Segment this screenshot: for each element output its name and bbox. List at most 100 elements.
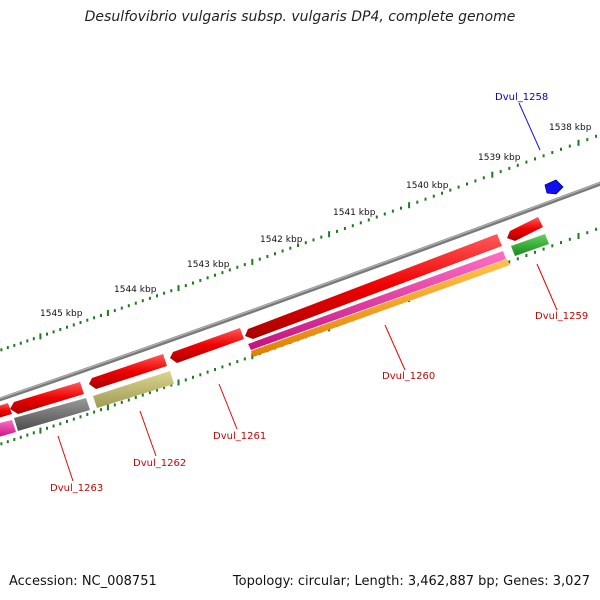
outer-ruler-tick bbox=[113, 309, 116, 313]
outer-ruler-tick bbox=[516, 163, 519, 167]
callout-line-1259 bbox=[536, 263, 558, 311]
inner-ruler-tick bbox=[39, 427, 42, 434]
callout-line-1261 bbox=[218, 383, 238, 430]
inner-ruler-tick bbox=[72, 417, 75, 421]
inner-ruler-tick bbox=[192, 375, 194, 379]
outer-ruler-tick bbox=[343, 227, 346, 230]
outer-ruler-tick bbox=[141, 299, 144, 303]
inner-ruler-tick bbox=[206, 370, 209, 374]
outer-ruler-tick bbox=[52, 330, 55, 334]
inner-ruler-tick bbox=[127, 398, 130, 402]
feature-gray[interactable] bbox=[14, 398, 90, 431]
inner-ruler-tick bbox=[525, 254, 528, 257]
feature-olive[interactable] bbox=[93, 371, 174, 408]
outer-ruler-tick bbox=[281, 249, 284, 253]
inner-ruler-tick bbox=[551, 244, 554, 248]
outer-ruler-tick bbox=[351, 224, 354, 228]
outer-ruler-tick bbox=[221, 271, 224, 275]
inner-ruler-tick bbox=[113, 403, 116, 407]
gene-label-1261[interactable]: Dvul_1261 bbox=[213, 431, 266, 442]
outer-ruler-tick bbox=[199, 278, 202, 282]
outer-ruler-tick bbox=[177, 285, 180, 292]
feature-pink-edge[interactable] bbox=[0, 420, 16, 438]
outer-ruler-tick bbox=[72, 323, 75, 327]
inner-ruler-tick bbox=[542, 247, 545, 251]
gene-label-1262[interactable]: Dvul_1262 bbox=[133, 458, 186, 469]
outer-ruler-tick bbox=[134, 301, 137, 305]
outer-ruler-tick bbox=[46, 332, 48, 336]
inner-ruler-tick bbox=[156, 388, 158, 392]
inner-ruler-tick bbox=[568, 237, 571, 241]
outer-ruler-tick bbox=[192, 281, 194, 285]
ruler-label-1544: 1544 kbp bbox=[114, 285, 157, 295]
gene-arrow-1260[interactable] bbox=[245, 234, 502, 339]
inner-ruler-tick bbox=[6, 440, 9, 444]
outer-ruler-tick bbox=[59, 328, 62, 331]
outer-ruler-tick bbox=[127, 304, 130, 308]
accession-text: Accession: NC_008751 bbox=[9, 574, 157, 589]
gene-label-1258[interactable]: Dvul_1258 bbox=[495, 92, 548, 103]
inner-ruler-tick bbox=[243, 357, 246, 361]
inner-ruler-tick bbox=[214, 368, 216, 371]
inner-ruler-tick bbox=[148, 391, 151, 395]
outer-ruler-tick bbox=[416, 200, 419, 204]
inner-ruler-tick bbox=[106, 404, 109, 411]
gene-label-1260[interactable]: Dvul_1260 bbox=[382, 371, 435, 382]
feature-green[interactable] bbox=[511, 234, 549, 256]
outer-ruler-tick bbox=[424, 197, 427, 201]
outer-ruler-tick bbox=[100, 313, 102, 317]
gene-label-1259[interactable]: Dvul_1259 bbox=[535, 311, 588, 322]
outer-ruler-tick bbox=[466, 182, 468, 186]
inner-ruler-tick bbox=[93, 410, 96, 414]
outer-ruler-tick bbox=[408, 202, 411, 209]
outer-ruler-tick bbox=[499, 170, 502, 174]
gene-arrow-1261[interactable] bbox=[170, 328, 244, 363]
inner-ruler-tick bbox=[59, 422, 62, 426]
ruler-label-1539: 1539 kbp bbox=[478, 153, 521, 163]
outer-ruler-tick bbox=[534, 157, 536, 161]
map-title: Desulfovibrio vulgaris subsp. vulgaris D… bbox=[84, 9, 516, 25]
outer-ruler-tick bbox=[508, 166, 511, 170]
gene-track-features bbox=[0, 234, 549, 438]
outer-ruler-tick bbox=[542, 154, 545, 158]
gene-labels: Dvul_1258 Dvul_1259 Dvul_1260 Dvul_1261 … bbox=[50, 92, 588, 494]
gene-arrow-1259[interactable] bbox=[507, 217, 543, 241]
outer-ruler-tick bbox=[163, 291, 166, 295]
genome-backbone bbox=[0, 181, 600, 402]
gene-arrow-edge[interactable] bbox=[0, 403, 12, 419]
inner-ruler-tick bbox=[508, 260, 511, 264]
outer-ruler-tick bbox=[367, 218, 370, 222]
outer-ruler-tick bbox=[482, 176, 485, 180]
outer-ruler-tick bbox=[312, 238, 315, 242]
inner-ruler-tick bbox=[236, 360, 239, 364]
outer-ruler-tick bbox=[39, 333, 42, 340]
outer-ruler-tick bbox=[491, 171, 494, 178]
outer-ruler-tick bbox=[251, 258, 254, 265]
ruler-label-1540: 1540 kbp bbox=[406, 181, 449, 191]
gene-arrow-1263[interactable] bbox=[10, 382, 84, 414]
inner-ruler-tick bbox=[534, 250, 536, 254]
outer-ruler-tick bbox=[170, 289, 173, 293]
outer-ruler-tick bbox=[66, 325, 68, 329]
gene-arrow-1258[interactable] bbox=[544, 179, 564, 195]
outer-ruler-tick bbox=[0, 348, 3, 352]
feature-orange[interactable] bbox=[251, 259, 510, 357]
outer-ruler-tick bbox=[184, 284, 187, 288]
gene-label-1263[interactable]: Dvul_1263 bbox=[50, 483, 103, 494]
inner-ruler-tick bbox=[120, 400, 123, 404]
ruler-label-1542: 1542 kbp bbox=[260, 235, 303, 245]
outer-ruler-tick bbox=[568, 144, 571, 148]
gene-arrow-1262[interactable] bbox=[89, 354, 167, 389]
inner-ruler-tick bbox=[560, 241, 562, 245]
outer-ruler-tick bbox=[106, 310, 109, 316]
feature-pink[interactable] bbox=[248, 251, 506, 350]
outer-ruler-tick bbox=[148, 296, 151, 300]
outer-ruler-tick bbox=[383, 212, 386, 216]
outer-ruler-tick bbox=[236, 265, 239, 269]
outer-ruler-tick bbox=[274, 252, 276, 256]
inner-ruler-tick bbox=[86, 412, 89, 416]
inner-ruler-tick bbox=[0, 442, 3, 446]
outer-ruler-tick bbox=[243, 263, 246, 267]
